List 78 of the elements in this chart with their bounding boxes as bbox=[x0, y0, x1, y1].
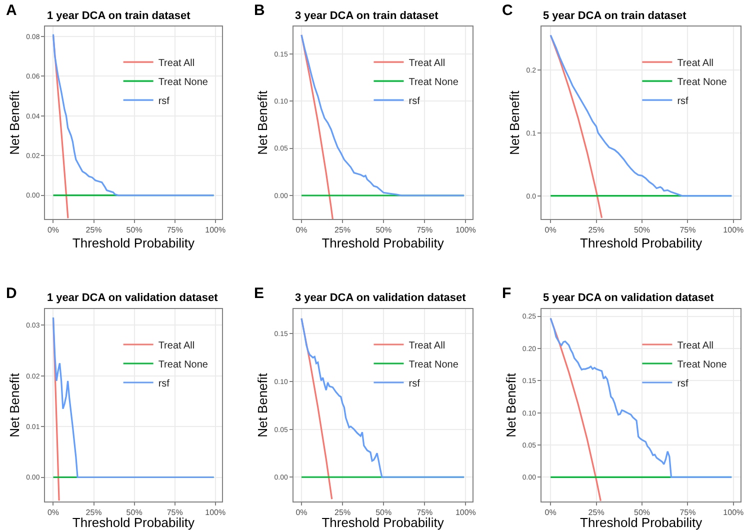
x-tick-label: 75% bbox=[416, 226, 433, 235]
legend-label: rsf bbox=[408, 96, 420, 107]
legend-label: rsf bbox=[677, 378, 689, 390]
legend-label: Treat All bbox=[677, 58, 714, 69]
y-axis-title: Net Benefit bbox=[255, 90, 270, 155]
text: F bbox=[502, 285, 512, 302]
text: D bbox=[6, 285, 17, 302]
chart-title: 3 year DCA on train dataset bbox=[295, 10, 439, 22]
x-axis-title: Threshold Probability bbox=[580, 235, 703, 250]
line-series bbox=[550, 34, 732, 197]
x-tick-label: 25% bbox=[334, 508, 351, 518]
legend-label: rsf bbox=[677, 96, 689, 107]
x-tick-label: 50% bbox=[126, 508, 142, 518]
x-tick-label: 25% bbox=[588, 508, 604, 518]
x-tick-label: 25% bbox=[86, 508, 102, 518]
line-series bbox=[550, 317, 732, 478]
legend-label: Treat None bbox=[158, 359, 208, 370]
x-tick-label: 0% bbox=[296, 508, 308, 518]
x-tick-label: 50% bbox=[634, 226, 650, 235]
chart-title: 1 year DCA on train dataset bbox=[47, 10, 191, 22]
legend-label: Treat None bbox=[677, 359, 728, 370]
x-tick-label: 25% bbox=[86, 226, 102, 235]
x-tick-label: 75% bbox=[680, 508, 696, 518]
x-tick-label: 75% bbox=[680, 226, 696, 235]
chart-title: 5 year DCA on validation dataset bbox=[543, 292, 714, 304]
x-tick-label: 50% bbox=[126, 226, 142, 235]
x-tick-label: 75% bbox=[166, 508, 183, 518]
chart-title: 1 year DCA on validation dataset bbox=[47, 292, 218, 304]
x-tick-label: 0% bbox=[296, 226, 308, 235]
x-axis-title: Threshold Probability bbox=[322, 235, 444, 250]
y-axis-title: Net Benefit bbox=[7, 372, 22, 438]
legend-label: Treat All bbox=[158, 340, 195, 352]
x-tick-label: 0% bbox=[47, 226, 60, 235]
line-series bbox=[300, 34, 465, 196]
x-tick-label: 0% bbox=[544, 508, 556, 518]
line-series bbox=[52, 34, 215, 196]
x-tick-label: 100% bbox=[455, 508, 476, 518]
legend-label: rsf bbox=[158, 378, 170, 390]
text: B bbox=[254, 2, 265, 19]
legend-label: Treat All bbox=[408, 340, 446, 352]
legend-label: Treat All bbox=[677, 340, 714, 352]
chart-title: 3 year DCA on validation dataset bbox=[295, 292, 466, 304]
legend-label: Treat None bbox=[158, 76, 208, 88]
y-axis-title: Net Benefit bbox=[503, 372, 518, 438]
legend-label: Treat None bbox=[677, 76, 728, 88]
x-tick-label: 0% bbox=[47, 508, 60, 518]
x-tick-label: 25% bbox=[588, 226, 604, 235]
x-tick-label: 75% bbox=[166, 226, 183, 235]
x-axis-title: Threshold Probability bbox=[580, 515, 703, 530]
x-axis-title: Threshold Probability bbox=[72, 235, 196, 250]
chart-title: 5 year DCA on train dataset bbox=[543, 10, 687, 22]
y-axis-title: Net Benefit bbox=[7, 90, 22, 155]
x-tick-label: 0% bbox=[544, 226, 556, 235]
x-tick-label: 50% bbox=[376, 226, 392, 235]
text: C bbox=[502, 2, 513, 19]
line-series bbox=[52, 316, 215, 478]
y-axis-title: Net Benefit bbox=[255, 372, 270, 438]
x-tick-label: 25% bbox=[334, 226, 351, 235]
x-tick-label: 100% bbox=[205, 226, 226, 235]
legend-label: rsf bbox=[158, 96, 170, 107]
x-tick-label: 100% bbox=[723, 226, 744, 235]
x-tick-label: 50% bbox=[376, 508, 392, 518]
x-tick-label: 100% bbox=[205, 508, 226, 518]
line-series bbox=[300, 318, 465, 478]
legend-label: rsf bbox=[408, 378, 420, 390]
text: A bbox=[6, 2, 17, 19]
legend-label: Treat All bbox=[408, 58, 446, 69]
x-tick-label: 75% bbox=[416, 508, 433, 518]
legend-label: Treat None bbox=[408, 359, 459, 370]
legend-label: Treat All bbox=[158, 58, 195, 69]
x-tick-label: 50% bbox=[634, 508, 650, 518]
x-tick-label: 100% bbox=[455, 226, 476, 235]
y-axis-title: Net Benefit bbox=[507, 90, 522, 155]
text: E bbox=[254, 285, 264, 302]
legend-label: Treat None bbox=[408, 76, 459, 88]
x-tick-label: 100% bbox=[723, 508, 744, 518]
x-axis-title: Threshold Probability bbox=[72, 515, 196, 530]
x-axis-title: Threshold Probability bbox=[322, 515, 444, 530]
